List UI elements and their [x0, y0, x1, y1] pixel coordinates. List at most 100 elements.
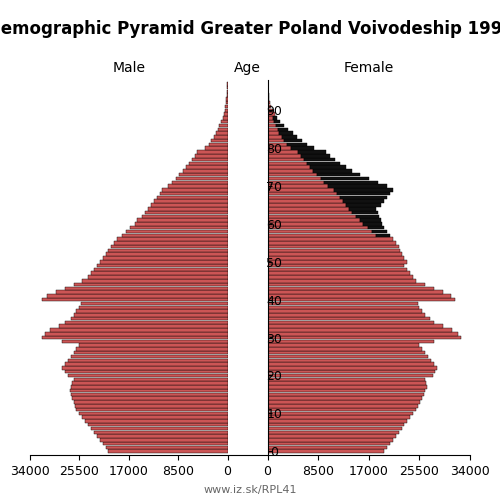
Bar: [310, 166, 346, 169]
Bar: [80, 306, 228, 309]
Bar: [186, 166, 228, 169]
Bar: [268, 264, 404, 268]
Bar: [192, 158, 228, 162]
Bar: [272, 116, 277, 119]
Bar: [268, 256, 404, 260]
Bar: [145, 211, 228, 214]
Bar: [268, 173, 317, 176]
Bar: [268, 434, 396, 438]
Bar: [363, 222, 382, 226]
Bar: [65, 286, 228, 290]
Bar: [268, 166, 310, 169]
Bar: [48, 294, 228, 298]
Bar: [268, 279, 416, 282]
Bar: [70, 389, 228, 392]
Bar: [268, 211, 352, 214]
Bar: [221, 120, 228, 124]
Bar: [88, 275, 228, 278]
Bar: [268, 142, 286, 146]
Bar: [50, 328, 228, 332]
Bar: [102, 442, 228, 446]
Bar: [268, 105, 272, 108]
Bar: [268, 340, 434, 343]
Bar: [298, 150, 326, 154]
Bar: [280, 132, 292, 135]
Bar: [268, 416, 410, 419]
Bar: [172, 180, 228, 184]
Bar: [56, 290, 228, 294]
Bar: [268, 366, 437, 370]
Bar: [268, 392, 424, 396]
Bar: [100, 438, 228, 442]
Bar: [278, 128, 288, 131]
Bar: [112, 245, 228, 248]
Bar: [284, 139, 302, 142]
Bar: [268, 101, 270, 104]
Bar: [268, 238, 392, 241]
Bar: [268, 328, 452, 332]
Text: www.iz.sk/RPL41: www.iz.sk/RPL41: [203, 485, 297, 495]
Bar: [268, 112, 274, 116]
Bar: [59, 324, 228, 328]
Bar: [224, 108, 228, 112]
Bar: [328, 184, 386, 188]
Bar: [68, 358, 228, 362]
Bar: [268, 382, 426, 385]
Bar: [268, 275, 414, 278]
Bar: [72, 382, 228, 385]
Text: Demographic Pyramid Greater Poland Voivodeship 1996: Demographic Pyramid Greater Poland Voivo…: [0, 20, 500, 38]
Bar: [91, 426, 228, 430]
Text: Male: Male: [112, 61, 145, 75]
Bar: [268, 218, 360, 222]
Bar: [268, 332, 458, 336]
Bar: [268, 344, 420, 347]
Bar: [70, 392, 228, 396]
Bar: [80, 412, 228, 415]
Bar: [268, 176, 320, 180]
Bar: [94, 430, 228, 434]
Bar: [268, 94, 269, 97]
Bar: [74, 351, 228, 354]
Bar: [74, 313, 228, 316]
Bar: [268, 248, 400, 252]
Bar: [274, 120, 280, 124]
Bar: [268, 162, 307, 165]
Bar: [148, 207, 228, 210]
Bar: [76, 347, 228, 350]
Bar: [91, 272, 228, 275]
Bar: [198, 150, 228, 154]
Bar: [268, 378, 424, 381]
Bar: [268, 188, 334, 192]
Bar: [62, 366, 228, 370]
Bar: [114, 241, 228, 244]
Bar: [268, 222, 363, 226]
Bar: [360, 218, 380, 222]
Bar: [268, 389, 426, 392]
Bar: [74, 283, 228, 286]
Bar: [151, 204, 228, 206]
Text: Age: Age: [234, 61, 261, 75]
Bar: [224, 112, 228, 116]
Bar: [268, 374, 433, 377]
Bar: [97, 434, 228, 438]
Bar: [268, 268, 408, 271]
Bar: [268, 400, 420, 404]
Bar: [268, 302, 418, 305]
Bar: [100, 260, 228, 264]
Bar: [72, 396, 228, 400]
Bar: [268, 313, 426, 316]
Bar: [352, 211, 378, 214]
Bar: [85, 419, 228, 422]
Bar: [268, 419, 408, 422]
Bar: [268, 351, 426, 354]
Bar: [130, 226, 228, 230]
Bar: [183, 169, 228, 172]
Bar: [68, 374, 228, 377]
Bar: [76, 310, 228, 313]
Bar: [268, 116, 272, 119]
Bar: [216, 132, 228, 135]
Bar: [189, 162, 228, 165]
Bar: [268, 245, 398, 248]
Bar: [304, 158, 335, 162]
Bar: [160, 192, 228, 196]
